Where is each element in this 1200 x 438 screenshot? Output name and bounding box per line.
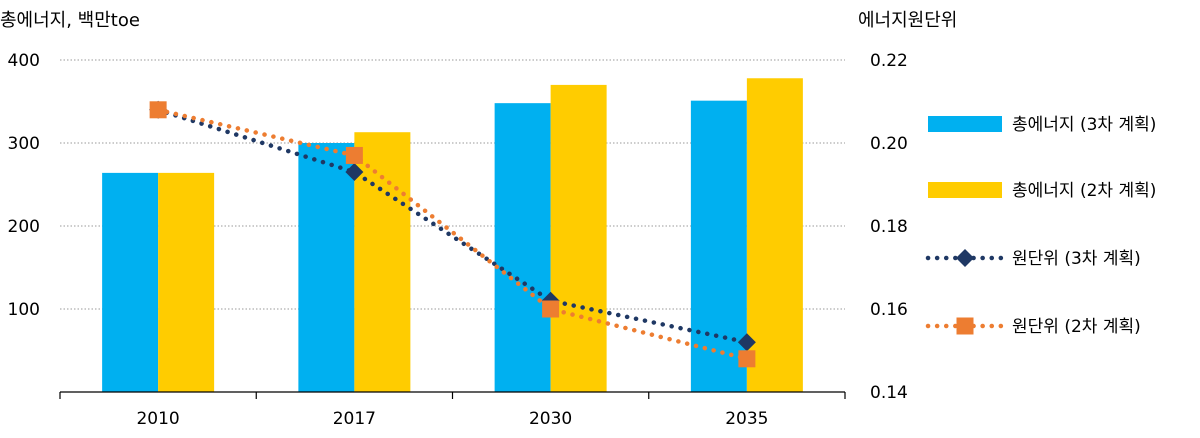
series-line [155,107,750,362]
legend-label: 총에너지 (3차 계획) [1012,115,1156,135]
bar [158,172,215,392]
legend-label: 원단위 (3차 계획) [1012,249,1141,269]
legend: 총에너지 (3차 계획) 총에너지 (2차 계획) 원단위 (3차 계획) 원단위 (… [925,115,1156,337]
bar [494,103,551,392]
square-marker [738,350,756,368]
x-tick-label: 2010 [136,409,179,429]
right-axis-title: 에너지원단위 [858,10,957,31]
legend-swatch [928,116,1002,132]
bar [298,143,355,392]
x-tick-label: 2017 [333,409,376,429]
legend-label: 총에너지 (2차 계획) [1012,181,1156,201]
left-axis-title: 총에너지, 백만toe [0,10,140,31]
right-tick-label: 0.14 [870,383,908,403]
right-tick-label: 0.16 [870,300,908,320]
x-tick-label: 2035 [725,409,768,429]
diamond-marker [737,333,756,352]
left-tick-label: 300 [8,134,40,154]
right-tick-label: 0.18 [870,217,908,237]
left-tick-label: 200 [8,217,40,237]
left-tick-label: 400 [8,51,40,71]
bars [102,78,803,393]
square-marker [542,300,560,318]
x-tick-label: 2030 [529,409,572,429]
legend-square-marker [956,317,974,335]
square-marker [345,146,363,164]
legend-label: 원단위 (2차 계획) [1012,317,1141,337]
bar [354,132,411,392]
bar [550,84,607,393]
right-tick-label: 0.22 [870,51,908,71]
diamond-marker [345,163,364,182]
lines [149,100,756,368]
bar [746,78,803,392]
legend-diamond-marker [956,249,974,267]
square-marker [149,101,167,119]
bar [102,172,159,392]
right-tick-label: 0.20 [870,134,908,154]
bar [690,100,747,393]
axes: 100 200 300 400 0.14 0.16 0.18 0.20 0.22 2010 2017… [8,51,908,429]
left-tick-label: 100 [8,300,40,320]
legend-swatch [928,182,1002,198]
